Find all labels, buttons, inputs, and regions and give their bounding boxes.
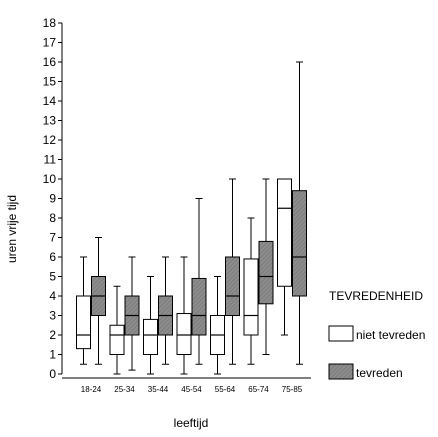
x-axis: 18-24 25-34 35-44 45-54 55-64 65-74 75-85 [62,377,311,394]
y-tick-label: 4 [49,289,56,303]
box-iqr [258,240,274,305]
box-tevreden-35-44 [158,256,173,365]
box-niet-tevreden-35-44 [143,276,158,375]
legend-label-niet-tevreden: niet tevreden [356,328,425,342]
box-niet-tevreden-55-64 [210,276,225,375]
y-tick-label: 2 [49,328,56,342]
y-tick-label: 18 [43,16,57,30]
y-tick-label: 14 [43,94,57,108]
x-tick-label: 18-24 [81,385,102,394]
legend-swatch-niet-tevreden [328,325,354,342]
box-iqr [243,258,259,336]
x-tick-label: 55-64 [215,385,236,394]
y-tick-label: 8 [49,211,56,225]
box-tevreden-18-24 [91,237,106,365]
y-tick-label: 9 [49,192,56,206]
x-tick-label: 25-34 [114,385,135,394]
box-tevreden-55-64 [225,178,240,365]
y-tick-label: 10 [43,172,57,186]
box-iqr [176,313,192,355]
legend-label-tevreden: tevreden [356,366,403,380]
box-iqr [143,318,158,355]
y-tick-label: 6 [49,250,56,264]
box-niet-tevreden-75-85 [277,178,292,336]
x-tick-label: 65-74 [248,385,269,394]
y-tick-label: 17 [43,36,57,50]
y-tick-label: 11 [44,153,57,167]
legend: TEVREDENHEID niet tevreden tevreden [328,289,425,380]
y-tick-label: 5 [49,270,56,284]
x-tick-label: 45-54 [181,385,202,394]
box-iqr [76,295,91,350]
x-axis-title: leeftijd [174,416,209,430]
box-iqr [225,256,240,316]
y-tick-label: 16 [43,55,57,69]
box-tevreden-45-54 [191,198,207,365]
x-tick-label: 35-44 [148,385,169,394]
box-iqr [109,324,125,355]
box-niet-tevreden-25-34 [109,285,125,375]
box-tevreden-65-74 [258,178,274,355]
box-niet-tevreden-65-74 [243,217,259,365]
y-tick-label: 13 [43,114,57,128]
box-niet-tevreden-18-24 [76,256,91,365]
x-tick-label: 75-85 [282,385,303,394]
y-tick-label: 0 [49,367,56,381]
y-tick-label: 3 [49,309,56,323]
y-tick-label: 15 [43,75,57,89]
box-tevreden-75-85 [292,61,307,365]
y-tick-label: 7 [49,231,56,245]
y-tick-label: 1 [49,348,56,362]
box-series-group [76,61,307,375]
box-tevreden-25-34 [124,256,140,371]
legend-swatch-tevreden [328,363,354,380]
box-iqr [191,277,207,336]
box-niet-tevreden-45-54 [176,256,192,375]
y-tick-label: 12 [43,133,57,147]
box-iqr [292,190,307,297]
box-iqr [277,178,292,287]
legend-title: TEVREDENHEID [329,289,423,303]
y-axis-title: uren vrije tijd [5,195,19,263]
